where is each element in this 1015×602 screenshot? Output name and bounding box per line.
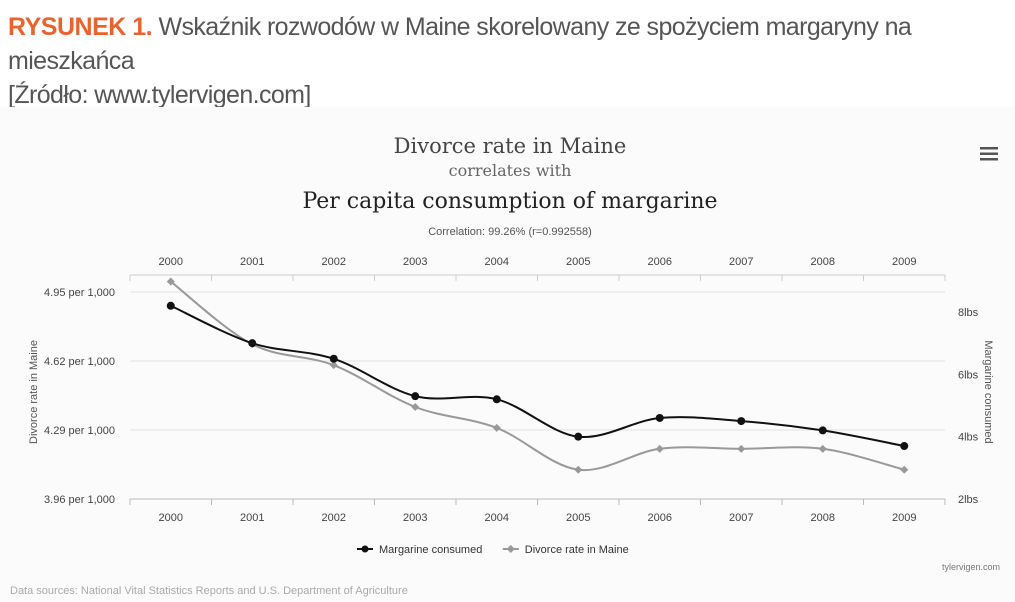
data-point-divorce-rate-in-maine xyxy=(655,444,664,453)
x-tick-label-bottom: 2008 xyxy=(811,512,835,524)
y-left-tick-label: 4.95 per 1,000 xyxy=(44,287,115,299)
x-tick-label-top: 2004 xyxy=(485,256,509,268)
data-point-margarine-consumed xyxy=(411,392,420,401)
figure-caption: RYSUNEK 1. Wskaźnik rozwodów w Maine sko… xyxy=(8,10,1008,112)
x-tick-label-top: 2003 xyxy=(403,256,427,268)
x-axis: 2000 2000 2001 2001 2002 2002 2003 2003 2004 2004… xyxy=(159,256,917,524)
x-tick-label-bottom: 2000 xyxy=(159,512,183,524)
chart-series xyxy=(166,277,909,474)
y-right-tick-label: 4lbs xyxy=(958,432,979,444)
data-sources: Data sources: National Vital Statistics … xyxy=(10,585,408,597)
y-axis-right-title: Margarine consumed xyxy=(982,340,994,443)
data-point-margarine-consumed xyxy=(655,413,664,422)
chart-svg: Divorce rate in Maine correlates with Pe… xyxy=(10,134,1000,597)
x-tick-label-top: 2000 xyxy=(159,256,183,268)
data-point-margarine-consumed xyxy=(737,417,746,426)
chart-subtitle: correlates with xyxy=(449,161,572,180)
x-tick-label-top: 2005 xyxy=(566,256,590,268)
figure-source: [Źródło: www.tylervigen.com] xyxy=(8,81,311,109)
data-point-divorce-rate-in-maine xyxy=(329,361,338,370)
figure-caption-text: Wskaźnik rozwodów w Maine skorelowany ze… xyxy=(8,13,912,75)
x-tick-label-bottom: 2005 xyxy=(566,512,590,524)
y-left-tick-label: 4.29 per 1,000 xyxy=(44,425,115,437)
y-left-tick-label: 3.96 per 1,000 xyxy=(44,494,115,506)
legend-label-margarine-consumed: Margarine consumed xyxy=(379,544,482,556)
chart-legend: Margarine consumed Divorce rate in Maine xyxy=(357,544,629,556)
data-point-divorce-rate-in-maine xyxy=(900,465,909,474)
data-point-margarine-consumed xyxy=(166,301,175,310)
data-point-divorce-rate-in-maine xyxy=(166,277,175,286)
x-tick-label-bottom: 2009 xyxy=(892,512,916,524)
y-right-tick-label: 6lbs xyxy=(958,369,979,381)
x-tick-label-bottom: 2003 xyxy=(403,512,427,524)
data-point-divorce-rate-in-maine xyxy=(411,403,420,411)
x-tick-label-top: 2002 xyxy=(322,256,346,268)
series-line-divorce-rate-in-maine xyxy=(170,280,905,472)
x-tick-label-top: 2007 xyxy=(729,256,753,268)
data-point-divorce-rate-in-maine xyxy=(818,444,827,453)
figure-label: RYSUNEK 1. xyxy=(8,13,153,41)
data-point-divorce-rate-in-maine xyxy=(492,423,501,432)
data-point-margarine-consumed xyxy=(492,395,501,404)
hamburger-menu-icon[interactable] xyxy=(978,145,1000,161)
chart-correlation: Correlation: 99.26% (r=0.992558) xyxy=(428,226,592,238)
series-line-margarine-consumed xyxy=(170,304,905,447)
chart-credit: tylervigen.com xyxy=(942,562,1000,572)
data-point-divorce-rate-in-maine xyxy=(574,465,583,474)
y-left-tick-label: 4.62 per 1,000 xyxy=(44,356,115,368)
chart-title: Divorce rate in Maine xyxy=(394,134,627,158)
data-point-margarine-consumed xyxy=(900,442,909,451)
x-tick-label-top: 2009 xyxy=(892,256,916,268)
chart-main-title: Per capita consumption of margarine xyxy=(302,189,717,214)
x-tick-label-bottom: 2006 xyxy=(648,512,672,524)
legend-item-divorce-rate-in-maine[interactable]: Divorce rate in Maine xyxy=(502,544,629,556)
data-point-divorce-rate-in-maine xyxy=(737,444,746,453)
data-point-margarine-consumed xyxy=(574,432,583,441)
legend-marker-divorce-rate-in-maine xyxy=(506,545,515,553)
data-point-margarine-consumed xyxy=(818,426,827,435)
x-tick-label-bottom: 2002 xyxy=(322,512,346,524)
x-tick-label-top: 2001 xyxy=(240,256,264,268)
x-tick-label-top: 2006 xyxy=(648,256,672,268)
legend-label-divorce-rate-in-maine: Divorce rate in Maine xyxy=(525,544,629,556)
y-axis-left-title: Divorce rate in Maine xyxy=(28,340,40,444)
x-tick-label-bottom: 2001 xyxy=(240,512,264,524)
legend-marker-margarine-consumed xyxy=(361,545,369,553)
data-point-margarine-consumed xyxy=(329,354,338,363)
x-tick-label-bottom: 2004 xyxy=(485,512,509,524)
x-tick-label-top: 2008 xyxy=(811,256,835,268)
x-tick-label-bottom: 2007 xyxy=(729,512,753,524)
y-axis-right: 8lbs 6lbs 4lbs 2lbs xyxy=(958,307,979,506)
y-right-tick-label: 8lbs xyxy=(958,307,979,319)
y-right-tick-label: 2lbs xyxy=(958,494,979,506)
data-point-margarine-consumed xyxy=(248,339,257,348)
chart-panel: Divorce rate in Maine correlates with Pe… xyxy=(0,107,1015,602)
y-axis-left: 4.95 per 1,000 4.62 per 1,000 4.29 per 1,0… xyxy=(44,287,115,506)
legend-item-margarine-consumed[interactable]: Margarine consumed xyxy=(357,544,482,556)
chart-grid xyxy=(129,274,946,505)
